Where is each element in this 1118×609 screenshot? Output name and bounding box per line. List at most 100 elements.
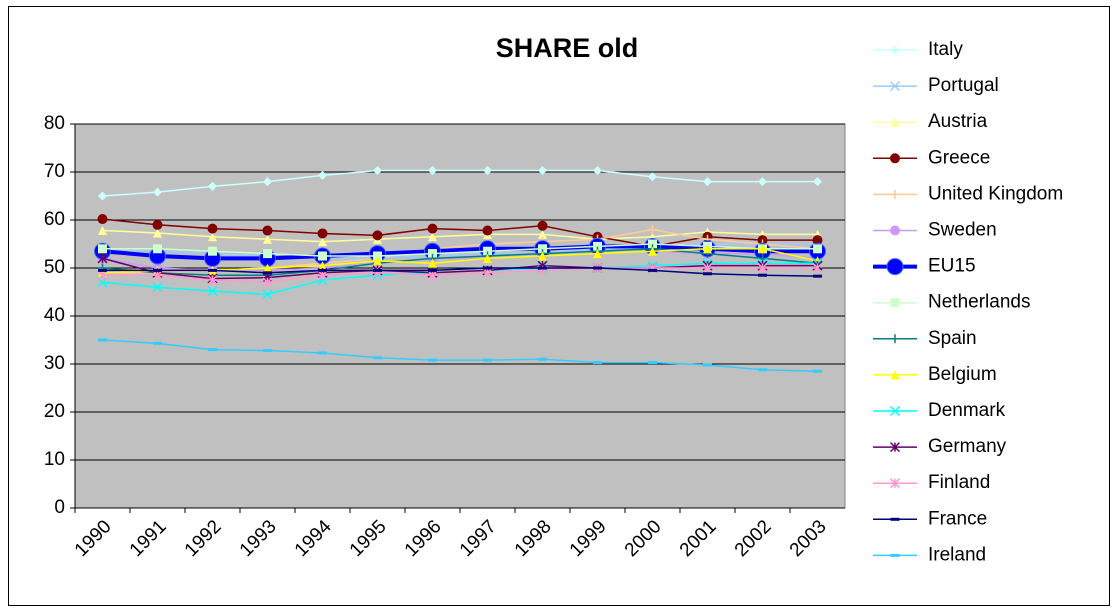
marker bbox=[537, 220, 548, 231]
y-tick-label: 10 bbox=[44, 449, 65, 470]
line bbox=[102, 229, 818, 243]
marker bbox=[97, 214, 108, 225]
grid bbox=[75, 123, 845, 509]
marker bbox=[427, 270, 438, 281]
legend-label: Sweden bbox=[928, 220, 997, 241]
marker bbox=[373, 256, 382, 266]
marker bbox=[263, 263, 272, 273]
marker bbox=[813, 177, 822, 187]
marker bbox=[890, 370, 900, 380]
legend: Italy Portugal Austria Greece United Kingdom… bbox=[873, 39, 1063, 565]
line bbox=[102, 257, 818, 280]
marker bbox=[886, 258, 904, 276]
marker bbox=[593, 241, 602, 251]
marker bbox=[889, 405, 901, 417]
marker bbox=[318, 251, 327, 261]
marker bbox=[538, 229, 547, 239]
legend-label: EU15 bbox=[928, 256, 976, 277]
marker bbox=[648, 225, 657, 235]
marker bbox=[483, 166, 492, 176]
marker bbox=[373, 251, 382, 261]
marker bbox=[97, 253, 108, 264]
series bbox=[98, 239, 822, 261]
line bbox=[102, 243, 818, 257]
y-tick-label: 20 bbox=[44, 401, 65, 422]
legend-label: Spain bbox=[928, 328, 977, 349]
line bbox=[102, 248, 818, 274]
legend-label: Italy bbox=[928, 39, 963, 60]
marker bbox=[890, 45, 900, 55]
marker bbox=[483, 253, 492, 263]
marker bbox=[428, 166, 437, 176]
marker bbox=[483, 246, 492, 256]
marker bbox=[593, 249, 602, 259]
marker bbox=[153, 228, 162, 238]
legend-label: Ireland bbox=[928, 544, 986, 565]
marker bbox=[812, 262, 823, 274]
marker bbox=[538, 244, 547, 254]
marker bbox=[890, 117, 900, 127]
marker bbox=[757, 262, 768, 274]
marker bbox=[372, 230, 383, 241]
marker bbox=[98, 191, 107, 201]
marker bbox=[428, 249, 437, 259]
marker bbox=[890, 298, 900, 308]
marker bbox=[890, 225, 900, 236]
marker bbox=[758, 244, 767, 254]
marker bbox=[153, 244, 162, 254]
marker bbox=[318, 261, 327, 271]
marker bbox=[482, 267, 493, 278]
marker bbox=[262, 289, 273, 300]
marker bbox=[758, 177, 767, 187]
marker bbox=[262, 225, 273, 236]
legend-label: Austria bbox=[928, 111, 988, 132]
line bbox=[102, 243, 818, 260]
marker bbox=[153, 187, 162, 197]
legend-label: United Kingdom bbox=[928, 183, 1063, 204]
marker bbox=[813, 244, 822, 254]
line bbox=[102, 267, 818, 284]
marker bbox=[97, 270, 108, 281]
marker bbox=[207, 274, 218, 286]
legend-label: France bbox=[928, 508, 987, 529]
line bbox=[102, 267, 818, 277]
marker bbox=[262, 277, 273, 288]
marker bbox=[152, 219, 163, 230]
y-tick-label: 0 bbox=[54, 497, 65, 518]
legend-label: Belgium bbox=[928, 364, 997, 385]
marker bbox=[317, 228, 328, 239]
marker bbox=[702, 262, 713, 274]
marker bbox=[318, 237, 327, 247]
marker bbox=[208, 232, 217, 242]
marker bbox=[152, 270, 163, 281]
marker bbox=[97, 277, 108, 288]
marker bbox=[703, 244, 712, 254]
marker bbox=[207, 286, 218, 297]
marker bbox=[538, 251, 547, 261]
marker bbox=[648, 239, 657, 249]
marker bbox=[152, 282, 163, 293]
y-tick-label: 30 bbox=[44, 353, 65, 374]
marker bbox=[538, 166, 547, 176]
legend-label: Netherlands bbox=[928, 292, 1030, 313]
legend-label: Finland bbox=[928, 472, 990, 493]
line bbox=[102, 248, 818, 276]
marker bbox=[703, 177, 712, 187]
marker bbox=[263, 249, 272, 259]
series bbox=[98, 266, 822, 278]
line bbox=[102, 339, 818, 372]
marker bbox=[263, 234, 272, 244]
marker bbox=[593, 166, 602, 176]
marker bbox=[317, 274, 328, 286]
legend-label: Greece bbox=[928, 147, 990, 168]
legend-label: Denmark bbox=[928, 400, 1006, 421]
line bbox=[102, 218, 818, 248]
marker bbox=[428, 258, 437, 268]
marker bbox=[263, 177, 272, 187]
marker bbox=[208, 246, 217, 256]
marker bbox=[889, 478, 901, 489]
series bbox=[98, 338, 822, 373]
marker bbox=[428, 232, 437, 242]
marker bbox=[98, 226, 107, 236]
